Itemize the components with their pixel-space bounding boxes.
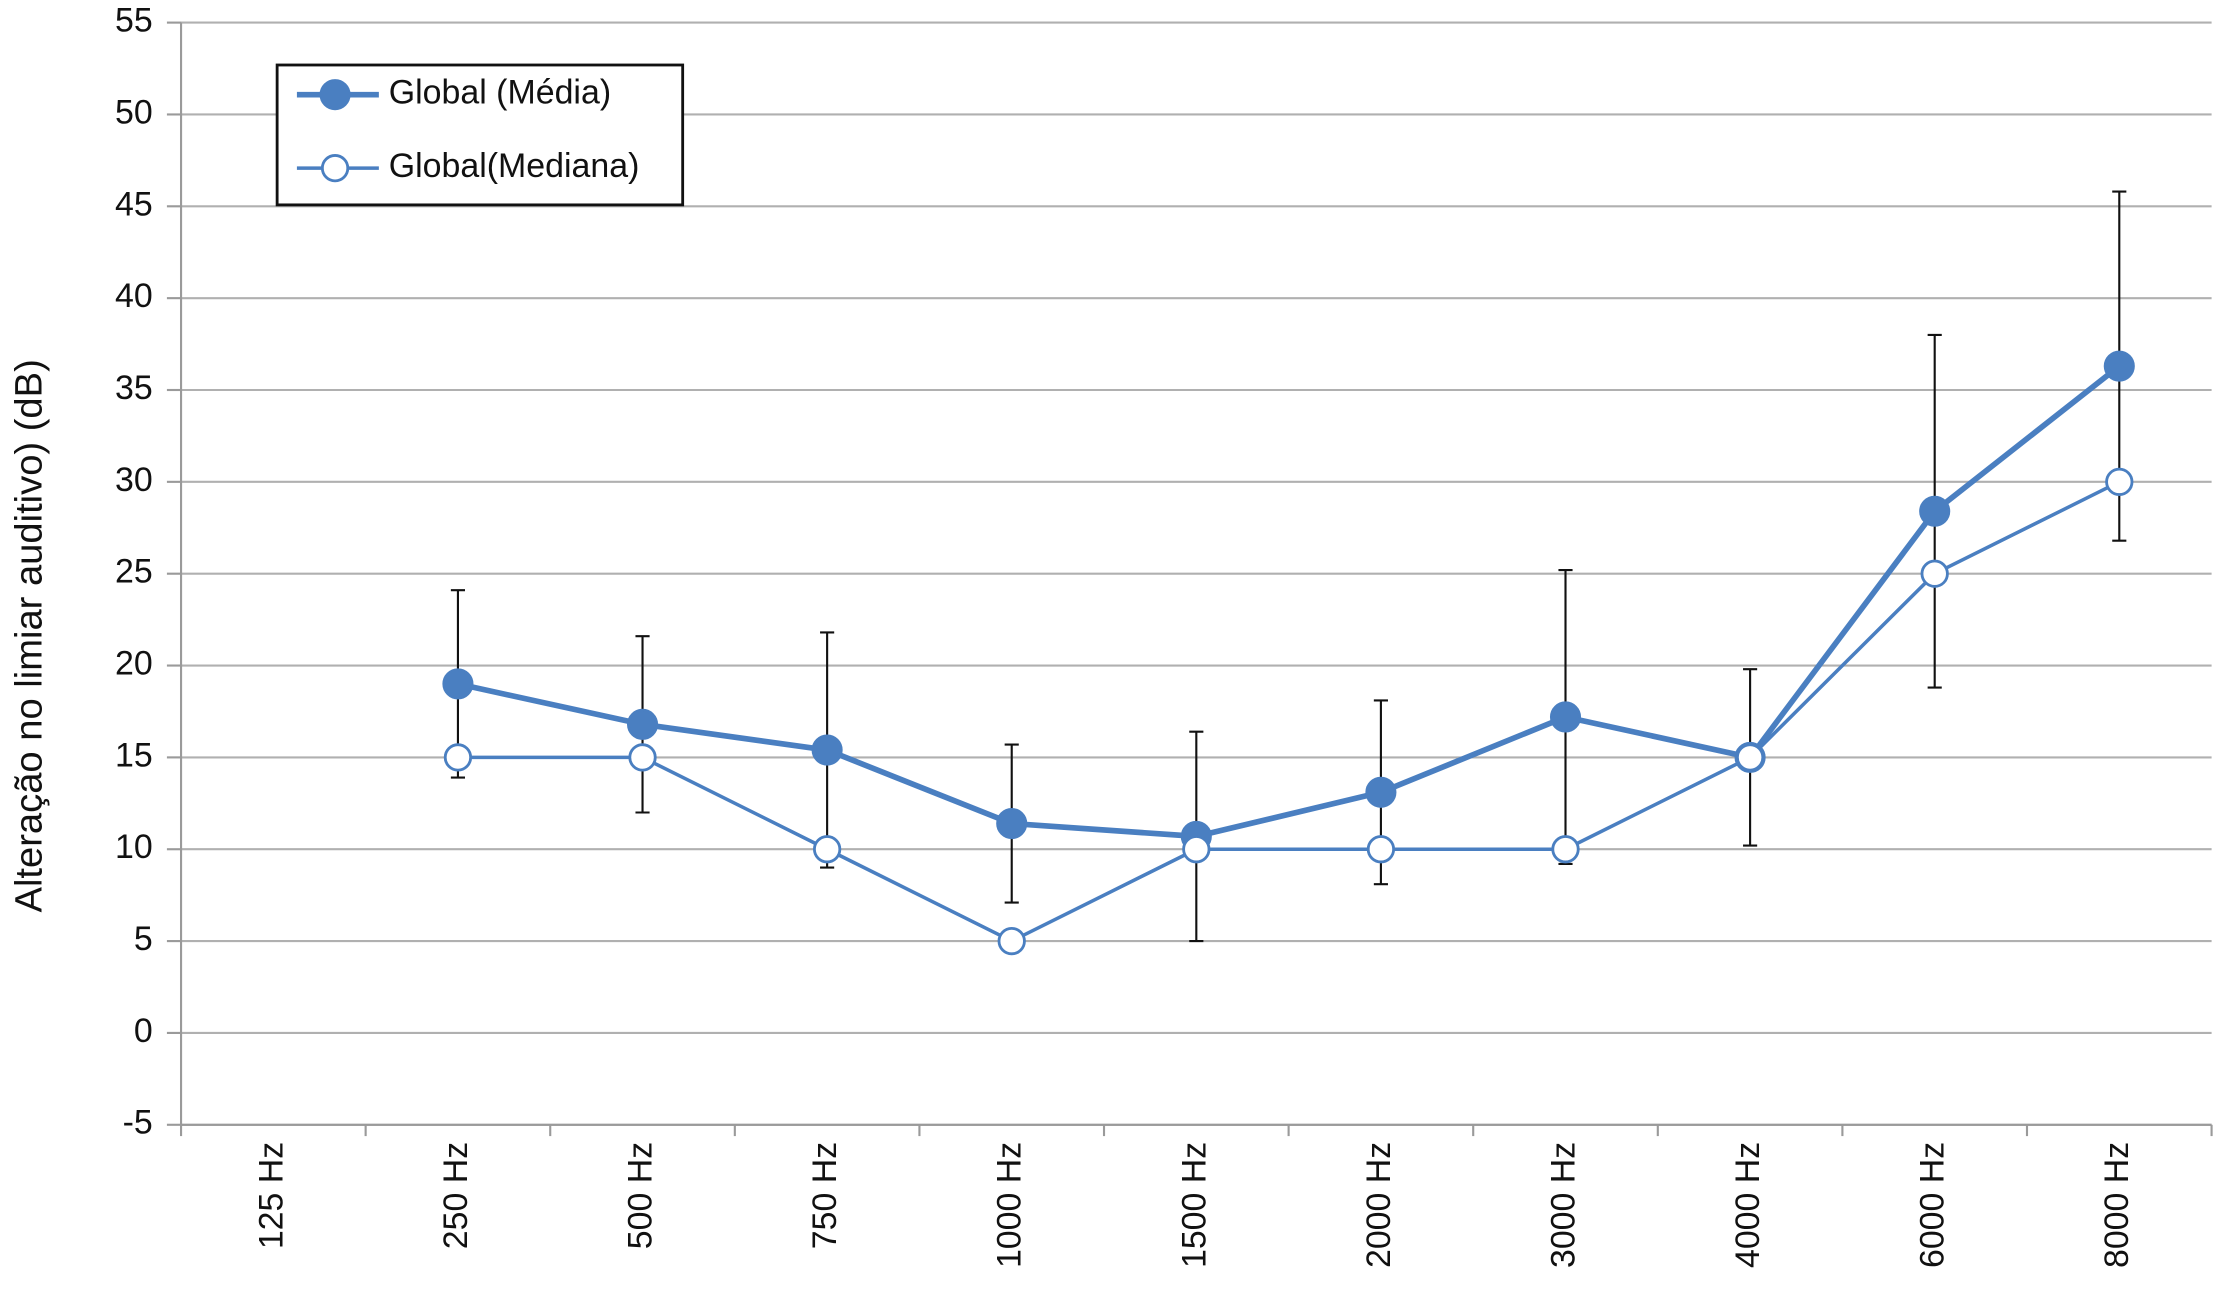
x-tick-label: 8000 Hz bbox=[2098, 1142, 2136, 1268]
legend-marker bbox=[320, 154, 350, 183]
data-point bbox=[1919, 495, 1951, 527]
data-point bbox=[1735, 743, 1765, 772]
y-tick-label: 55 bbox=[115, 2, 153, 40]
legend-label: Global(Mediana) bbox=[389, 147, 640, 185]
x-tick-label: 2000 Hz bbox=[1360, 1142, 1398, 1268]
y-tick-label: 15 bbox=[115, 736, 153, 774]
x-tick-label: 125 Hz bbox=[252, 1142, 290, 1249]
x-tick-label: 1500 Hz bbox=[1175, 1142, 1213, 1268]
x-tick-label: 4000 Hz bbox=[1729, 1142, 1767, 1268]
y-tick-label: -5 bbox=[123, 1104, 153, 1142]
y-tick-label: 45 bbox=[115, 185, 153, 223]
data-point bbox=[996, 807, 1028, 840]
data-point bbox=[2105, 467, 2134, 496]
x-tick-label: 1000 Hz bbox=[991, 1142, 1029, 1268]
y-tick-label: 5 bbox=[134, 920, 153, 958]
y-tick-label: 0 bbox=[134, 1012, 153, 1050]
y-tick-label: 50 bbox=[115, 93, 153, 131]
series-line bbox=[457, 363, 2122, 840]
x-tick-label: 250 Hz bbox=[437, 1142, 475, 1249]
legend-marker bbox=[319, 79, 351, 111]
data-point bbox=[1920, 559, 1949, 588]
data-point bbox=[997, 926, 1026, 956]
y-tick-label: 25 bbox=[115, 553, 153, 591]
data-point bbox=[628, 743, 657, 772]
y-axis-label: Alteração no limiar auditivo) (dB) bbox=[7, 359, 50, 912]
y-tick-label: 35 bbox=[115, 369, 153, 407]
y-tick-label: 40 bbox=[115, 277, 153, 315]
data-point bbox=[1182, 835, 1211, 864]
x-tick-label: 500 Hz bbox=[621, 1142, 659, 1249]
data-point bbox=[812, 835, 842, 864]
series-line bbox=[457, 480, 2121, 943]
x-tick-label: 750 Hz bbox=[806, 1142, 844, 1249]
legend-label: Global (Média) bbox=[389, 74, 611, 112]
data-point bbox=[1549, 701, 1582, 733]
x-tick-label: 3000 Hz bbox=[1544, 1142, 1582, 1268]
data-point bbox=[2103, 350, 2135, 382]
y-tick-label: 10 bbox=[115, 828, 153, 866]
data-point bbox=[626, 708, 659, 740]
x-tick-label: 6000 Hz bbox=[1914, 1142, 1952, 1268]
data-point bbox=[443, 743, 473, 772]
y-tick-label: 20 bbox=[115, 644, 153, 682]
data-point bbox=[1551, 835, 1580, 864]
data-point bbox=[1366, 835, 1396, 864]
y-tick-label: 30 bbox=[115, 461, 153, 499]
data-point bbox=[1365, 776, 1397, 808]
data-point bbox=[811, 734, 843, 766]
data-point bbox=[442, 668, 474, 700]
